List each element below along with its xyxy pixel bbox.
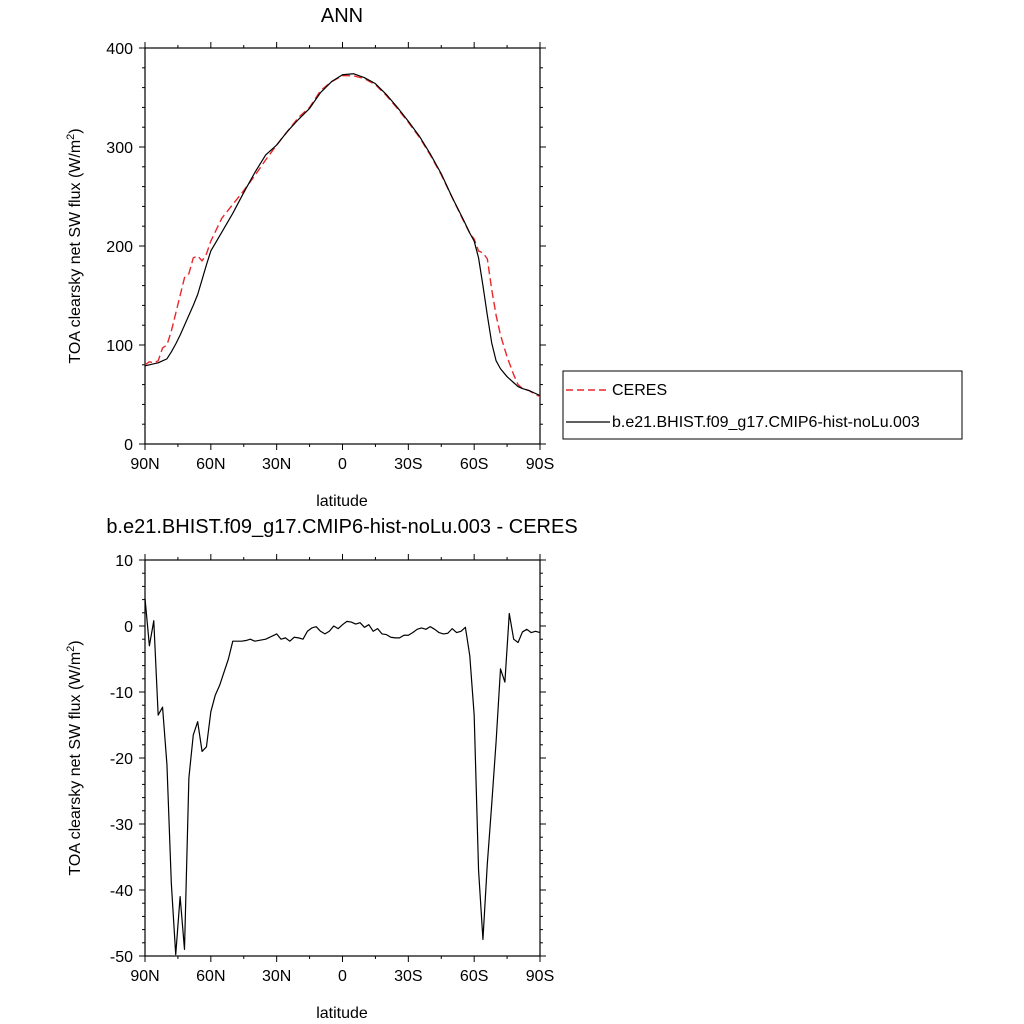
bottom-chart: b.e21.BHIST.f09_g17.CMIP6-hist-noLu.003 … [65,516,578,1022]
bottom-y-axis-label-main: TOA clearsky net SW flux (W/m [67,652,84,876]
top-y-axis-label-tail: ) [67,128,84,133]
top-series-layer [144,73,541,398]
bottom-y-tick-label: -40 [110,883,133,900]
legend: CERES b.e21.BHIST.f09_g17.CMIP6-hist-noL… [562,370,963,440]
bottom-y-tick-label: -20 [110,751,133,768]
top-y-ticks: 0 100 200 300 400 [106,41,546,454]
bottom-x-axis-label: latitude [316,1005,368,1022]
top-x-tick-label: 90S [526,456,554,473]
top-y-axis-label: TOA clearsky net SW flux (W/m2) [65,128,84,363]
top-y-tick-label: 400 [106,41,133,58]
top-x-ticks: 90N 60N 30N 0 30S 60S 90S [130,42,554,473]
bottom-y-axis-label: TOA clearsky net SW flux (W/m2) [65,640,84,875]
top-x-tick-label: 60S [460,456,488,473]
bottom-series-layer [144,598,541,956]
legend-label-ceres: CERES [612,382,667,399]
top-series-line-1 [144,73,541,397]
top-y-tick-label: 300 [106,140,133,157]
bottom-x-tick-label: 60S [460,968,488,985]
bottom-x-tick-label: 90N [130,968,159,985]
top-y-tick-label: 100 [106,338,133,355]
top-x-tick-label: 30S [394,456,422,473]
bottom-series-line-0 [144,598,541,956]
bottom-y-tick-label: -30 [110,817,133,834]
top-chart: ANN 90N 60N 30N 0 30S 60S 90S 0 100 200 300 400 la… [65,5,554,510]
bottom-x-tick-label: 30S [394,968,422,985]
bottom-chart-title: b.e21.BHIST.f09_g17.CMIP6-hist-noLu.003 … [106,516,577,538]
top-y-axis-label-main: TOA clearsky net SW flux (W/m [67,140,84,364]
top-x-tick-label: 30N [262,456,291,473]
bottom-y-tick-label: 0 [124,619,133,636]
bottom-x-tick-label: 90S [526,968,554,985]
bottom-x-tick-label: 60N [196,968,225,985]
top-x-tick-label: 90N [130,456,159,473]
top-series-line-0 [144,75,541,398]
top-plot-frame [144,47,541,445]
bottom-y-ticks: -50 -40 -30 -20 -10 0 10 [110,553,546,966]
top-x-tick-label: 0 [338,456,347,473]
bottom-y-axis-label-sup: 2 [65,646,77,652]
legend-label-model: b.e21.BHIST.f09_g17.CMIP6-hist-noLu.003 [612,414,920,431]
top-x-tick-label: 60N [196,456,225,473]
bottom-y-tick-label: -10 [110,685,133,702]
top-chart-title: ANN [321,5,363,27]
top-x-axis-label: latitude [316,493,368,510]
top-y-tick-label: 200 [106,239,133,256]
bottom-y-axis-label-tail: ) [67,640,84,645]
bottom-y-tick-label: -50 [110,949,133,966]
legend-box [562,370,963,440]
top-y-axis-label-sup: 2 [65,134,77,140]
bottom-x-tick-label: 0 [338,968,347,985]
bottom-x-ticks: 90N 60N 30N 0 30S 60S 90S [130,554,554,985]
bottom-y-tick-label: 10 [115,553,133,570]
bottom-x-tick-label: 30N [262,968,291,985]
top-y-tick-label: 0 [124,437,133,454]
